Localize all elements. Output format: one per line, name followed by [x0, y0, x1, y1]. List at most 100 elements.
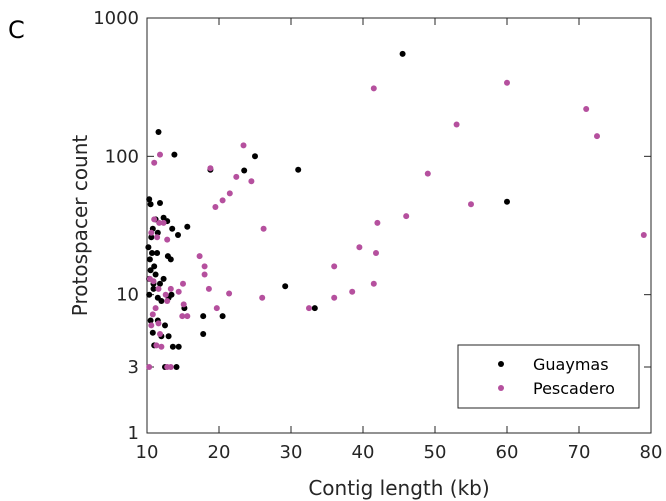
data-point: [148, 234, 155, 241]
data-point: [331, 294, 338, 301]
data-point: [453, 121, 460, 128]
data-point: [162, 322, 168, 329]
data-point: [399, 50, 406, 57]
y-axis-label: Protospacer count: [68, 135, 92, 317]
data-point: [173, 364, 180, 370]
data-point: [167, 285, 174, 292]
legend-entry-label: Pescadero: [533, 379, 615, 398]
panel-label: C: [8, 16, 25, 44]
data-point: [504, 198, 510, 205]
data-point: [184, 223, 191, 230]
plot-area-frame: [146, 17, 652, 434]
data-point: [154, 234, 161, 241]
data-point: [201, 263, 208, 270]
data-point: [151, 159, 158, 166]
data-point: [147, 267, 154, 274]
data-point: [151, 263, 158, 270]
data-point: [150, 278, 157, 285]
data-point: [240, 142, 247, 149]
data-point: [146, 364, 153, 370]
data-point: [175, 232, 181, 238]
data-point: [150, 285, 157, 292]
data-point: [196, 253, 203, 260]
data-point: [282, 283, 289, 290]
legend: Guaymas Pescadero: [457, 344, 640, 409]
data-point: [226, 290, 233, 297]
data-point: [207, 165, 214, 172]
legend-marker: [498, 385, 504, 391]
data-point: [306, 305, 312, 312]
x-tick-label: 10: [136, 442, 159, 463]
data-point: [175, 288, 182, 295]
data-point: [145, 244, 152, 251]
x-tick-label: 50: [424, 442, 447, 463]
data-point: [149, 311, 156, 318]
data-point: [370, 280, 377, 287]
data-point: [162, 291, 169, 298]
data-point: [200, 331, 207, 337]
data-point: [164, 298, 171, 304]
data-point: [180, 301, 187, 308]
x-axis-label: Contig length (kb): [308, 476, 489, 500]
series-pescadero: [146, 79, 647, 370]
data-point: [158, 343, 165, 350]
data-point: [373, 250, 379, 256]
data-point: [226, 190, 233, 197]
data-point: [356, 244, 363, 251]
data-point: [152, 305, 159, 312]
data-point: [157, 280, 163, 287]
data-point: [146, 291, 153, 298]
data-point: [311, 305, 318, 312]
x-tick-label: 20: [208, 442, 231, 463]
data-point: [157, 151, 163, 158]
data-point: [200, 313, 207, 320]
data-point: [331, 263, 338, 270]
data-point: [149, 329, 156, 336]
data-point: [158, 298, 165, 304]
data-point: [201, 271, 208, 278]
y-tick-label: 1: [128, 423, 139, 444]
data-point: [146, 196, 153, 203]
data-point: [167, 256, 174, 263]
data-point: [169, 343, 176, 350]
data-point: [146, 256, 153, 263]
data-point: [370, 85, 377, 92]
data-point: [148, 322, 155, 329]
data-point: [259, 294, 266, 301]
legend-marker: [498, 361, 504, 367]
data-point: [241, 167, 248, 174]
data-point: [583, 106, 590, 112]
data-point: [151, 216, 158, 223]
data-point: [152, 271, 159, 278]
data-point: [179, 313, 186, 320]
data-point: [424, 170, 431, 177]
x-tick-label: 40: [352, 442, 375, 463]
data-point: [167, 364, 174, 370]
x-tick-label: 80: [640, 442, 663, 463]
data-point: [184, 313, 191, 320]
y-tick-label: 100: [105, 146, 139, 167]
data-point: [153, 342, 160, 349]
data-point: [403, 213, 410, 220]
data-point: [640, 232, 647, 238]
y-axis-ticks: 1 3 10 100 1000: [93, 8, 651, 444]
data-point: [154, 250, 161, 256]
data-point: [148, 229, 155, 236]
data-point: [155, 320, 162, 327]
data-point: [169, 225, 176, 232]
x-tick-label: 30: [280, 442, 303, 463]
data-point: [155, 129, 162, 135]
data-point: [154, 229, 161, 236]
data-point: [164, 236, 171, 243]
data-points: [145, 50, 647, 370]
data-point: [233, 173, 240, 180]
x-axis-ticks: 10 20 30 40 50 60 70 80: [136, 18, 663, 463]
y-tick-label: 3: [128, 357, 139, 378]
legend-entry-label: Guaymas: [533, 355, 609, 374]
data-point: [147, 201, 154, 208]
data-point: [219, 313, 226, 320]
data-point: [468, 201, 474, 208]
data-point: [180, 280, 186, 287]
legend-box: [457, 344, 640, 409]
data-point: [155, 285, 162, 292]
